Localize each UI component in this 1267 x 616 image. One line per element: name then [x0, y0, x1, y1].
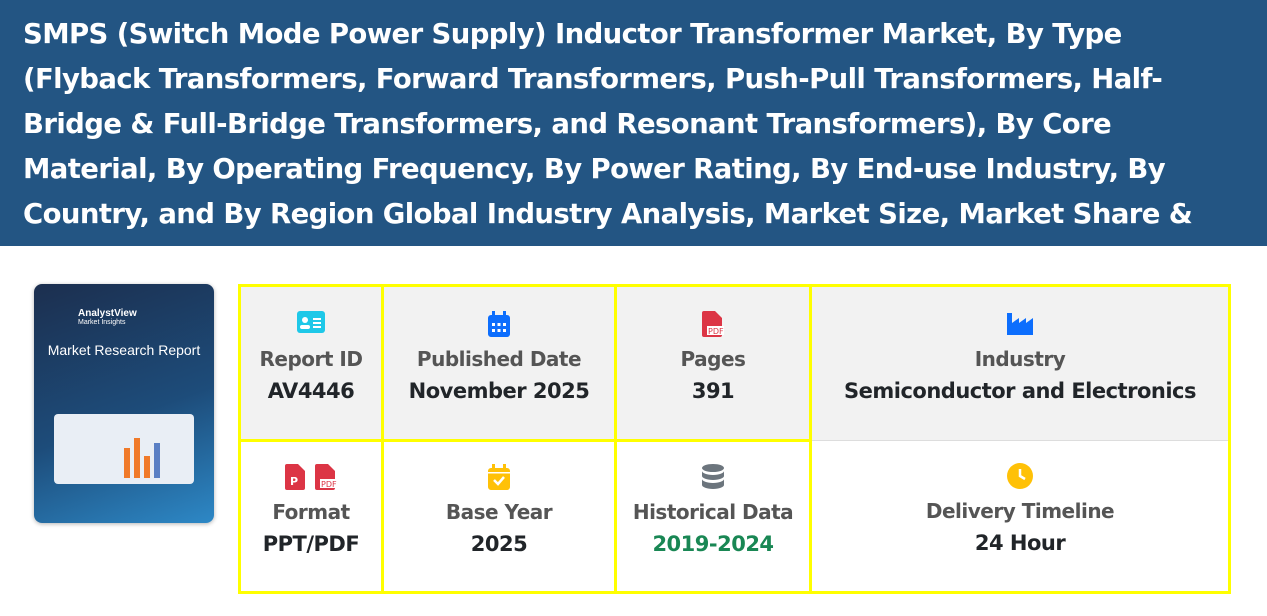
- format-label: Format: [272, 500, 350, 524]
- calendar-check-icon: [488, 464, 510, 490]
- industry-label: Industry: [974, 347, 1066, 371]
- industry-cell: Industry Semiconductor and Electronics: [812, 287, 1228, 440]
- published-date-cell: Published Date November 2025: [384, 287, 614, 440]
- delivery-timeline-value: 24 Hour: [974, 531, 1066, 555]
- industry-icon: [1007, 313, 1033, 335]
- historical-data-label: Historical Data: [632, 500, 794, 524]
- database-icon: [702, 464, 724, 489]
- historical-data-cell: Historical Data 2019-2024: [617, 440, 809, 591]
- base-year-value: 2025: [470, 532, 528, 556]
- historical-data-value: 2019-2024: [652, 532, 774, 556]
- industry-value: Semiconductor and Electronics: [844, 379, 1196, 403]
- cover-title: Market Research Report: [47, 342, 201, 358]
- id-card-icon: [297, 311, 325, 333]
- monitor-illustration: [54, 414, 194, 484]
- svg-text:PDF: PDF: [321, 480, 337, 489]
- report-cover-image: AnalystView Market Insights Market Resear…: [34, 284, 214, 523]
- delivery-timeline-label: Delivery Timeline: [925, 499, 1115, 523]
- pdf-file-icon: PDF: [702, 311, 724, 337]
- format-value: PPT/PDF: [262, 532, 360, 556]
- report-id-label: Report ID: [259, 347, 363, 371]
- report-id-cell: Report ID AV4446: [241, 287, 381, 440]
- delivery-timeline-cell: Delivery Timeline 24 Hour: [812, 440, 1228, 591]
- pages-cell: PDF Pages 391: [617, 287, 809, 440]
- page-header: SMPS (Switch Mode Power Supply) Inductor…: [0, 0, 1267, 275]
- pages-value: 391: [691, 379, 735, 403]
- report-id-value: AV4446: [267, 379, 355, 403]
- clock-icon: [1007, 463, 1033, 489]
- cover-logo: AnalystView Market Insights: [78, 308, 137, 326]
- ppt-file-icon: P: [285, 464, 305, 490]
- base-year-cell: Base Year 2025: [384, 440, 614, 591]
- published-date-label: Published Date: [416, 347, 582, 371]
- page-title: SMPS (Switch Mode Power Supply) Inductor…: [23, 18, 1193, 275]
- published-date-value: November 2025: [408, 379, 590, 403]
- format-cell: P PDF Format PPT/PDF: [241, 440, 381, 591]
- pdf-file-icon: PDF: [315, 464, 337, 490]
- pages-label: Pages: [680, 347, 746, 371]
- base-year-label: Base Year: [445, 500, 553, 524]
- svg-text:PDF: PDF: [708, 327, 724, 336]
- svg-text:P: P: [290, 475, 298, 488]
- report-details-grid: Report ID AV4446 Published Date November…: [238, 284, 1231, 594]
- calendar-icon: [488, 311, 510, 337]
